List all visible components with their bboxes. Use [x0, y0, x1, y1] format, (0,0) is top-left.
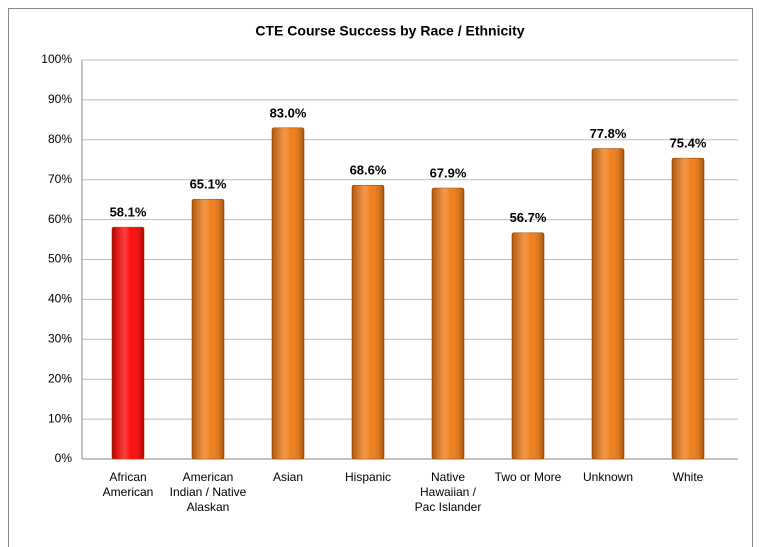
bar-shade: [592, 148, 624, 459]
x-tick-label: Hispanic: [344, 470, 392, 484]
x-tick-label: Two or More: [494, 470, 562, 484]
x-tick-label: Unknown: [582, 470, 634, 484]
y-tick-label: 0%: [55, 451, 73, 465]
y-tick-label: 90%: [48, 92, 72, 106]
y-tick-label: 50%: [48, 252, 72, 266]
y-tick-label: 10%: [48, 411, 72, 425]
value-label: 68.6%: [350, 163, 387, 178]
x-tick-label: Asian: [272, 470, 304, 484]
x-tick-label: African American: [102, 470, 154, 499]
y-tick-label: 70%: [48, 172, 72, 186]
y-tick-label: 80%: [48, 132, 72, 146]
y-tick-label: 30%: [48, 331, 72, 345]
value-label: 67.9%: [430, 166, 467, 181]
bar-shade: [192, 199, 224, 459]
bar-shade: [272, 127, 304, 459]
value-label: 75.4%: [670, 136, 707, 151]
bar-shade: [512, 232, 544, 459]
x-tick-label: American Indian / Native Alaskan: [169, 470, 247, 514]
value-label: 83.0%: [270, 105, 307, 120]
y-tick-label: 100%: [41, 52, 72, 66]
bar-shade: [672, 158, 704, 460]
bar-shade: [352, 185, 384, 459]
bar-shade: [432, 188, 464, 460]
value-label: 65.1%: [190, 177, 227, 192]
value-label: 77.8%: [590, 126, 627, 141]
y-tick-label: 60%: [48, 212, 72, 226]
y-tick-label: 20%: [48, 371, 72, 385]
bar-shade: [112, 227, 144, 459]
x-tick-label: Native Hawaiian / Pac Islander: [414, 470, 482, 514]
chart-title: CTE Course Success by Race / Ethnicity: [255, 23, 524, 39]
value-label: 58.1%: [110, 205, 147, 220]
y-tick-label: 40%: [48, 292, 72, 306]
x-tick-label: White: [672, 470, 704, 484]
value-label: 56.7%: [510, 210, 547, 225]
